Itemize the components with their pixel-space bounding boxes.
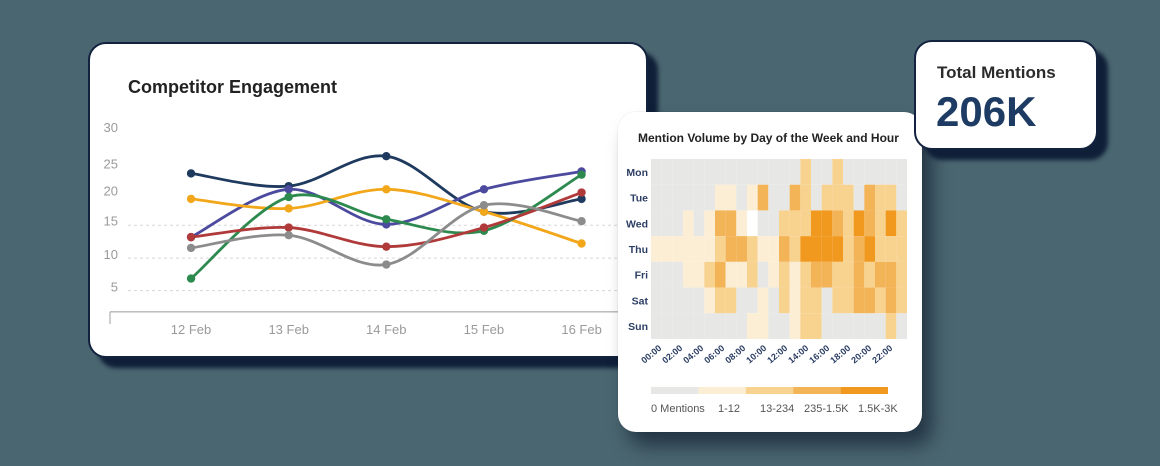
svg-text:Thu: Thu bbox=[629, 244, 648, 256]
svg-text:18:00: 18:00 bbox=[828, 343, 852, 365]
svg-text:04:00: 04:00 bbox=[681, 343, 705, 365]
svg-text:Mon: Mon bbox=[626, 167, 648, 179]
svg-text:12 Feb: 12 Feb bbox=[171, 322, 211, 337]
svg-text:1-12: 1-12 bbox=[718, 403, 740, 415]
svg-text:00:00: 00:00 bbox=[639, 343, 663, 365]
svg-text:13-234: 13-234 bbox=[760, 403, 794, 415]
svg-text:10:00: 10:00 bbox=[744, 343, 768, 365]
svg-text:16 Feb: 16 Feb bbox=[561, 322, 601, 337]
svg-text:14:00: 14:00 bbox=[786, 343, 810, 365]
svg-text:5: 5 bbox=[111, 280, 118, 295]
svg-text:235-1.5K: 235-1.5K bbox=[804, 403, 849, 415]
svg-text:Sat: Sat bbox=[632, 295, 649, 307]
svg-text:13 Feb: 13 Feb bbox=[268, 322, 308, 337]
svg-text:12:00: 12:00 bbox=[765, 343, 789, 365]
svg-text:25: 25 bbox=[104, 157, 118, 172]
svg-text:16:00: 16:00 bbox=[807, 343, 831, 365]
svg-text:06:00: 06:00 bbox=[702, 343, 726, 365]
svg-text:15: 15 bbox=[104, 213, 118, 228]
svg-text:Wed: Wed bbox=[626, 218, 648, 230]
svg-text:0 Mentions: 0 Mentions bbox=[651, 403, 705, 415]
svg-text:Fri: Fri bbox=[635, 270, 649, 282]
svg-text:10: 10 bbox=[104, 247, 118, 262]
svg-text:30: 30 bbox=[104, 120, 118, 135]
svg-text:20: 20 bbox=[104, 183, 118, 198]
svg-text:20:00: 20:00 bbox=[849, 343, 873, 365]
svg-text:1.5K-3K: 1.5K-3K bbox=[858, 403, 898, 415]
svg-text:02:00: 02:00 bbox=[660, 343, 684, 365]
svg-text:15 Feb: 15 Feb bbox=[464, 322, 504, 337]
svg-text:Tue: Tue bbox=[630, 193, 648, 205]
svg-text:22:00: 22:00 bbox=[870, 343, 894, 365]
svg-text:Sun: Sun bbox=[628, 321, 648, 333]
svg-text:14 Feb: 14 Feb bbox=[366, 322, 406, 337]
svg-text:08:00: 08:00 bbox=[723, 343, 747, 365]
